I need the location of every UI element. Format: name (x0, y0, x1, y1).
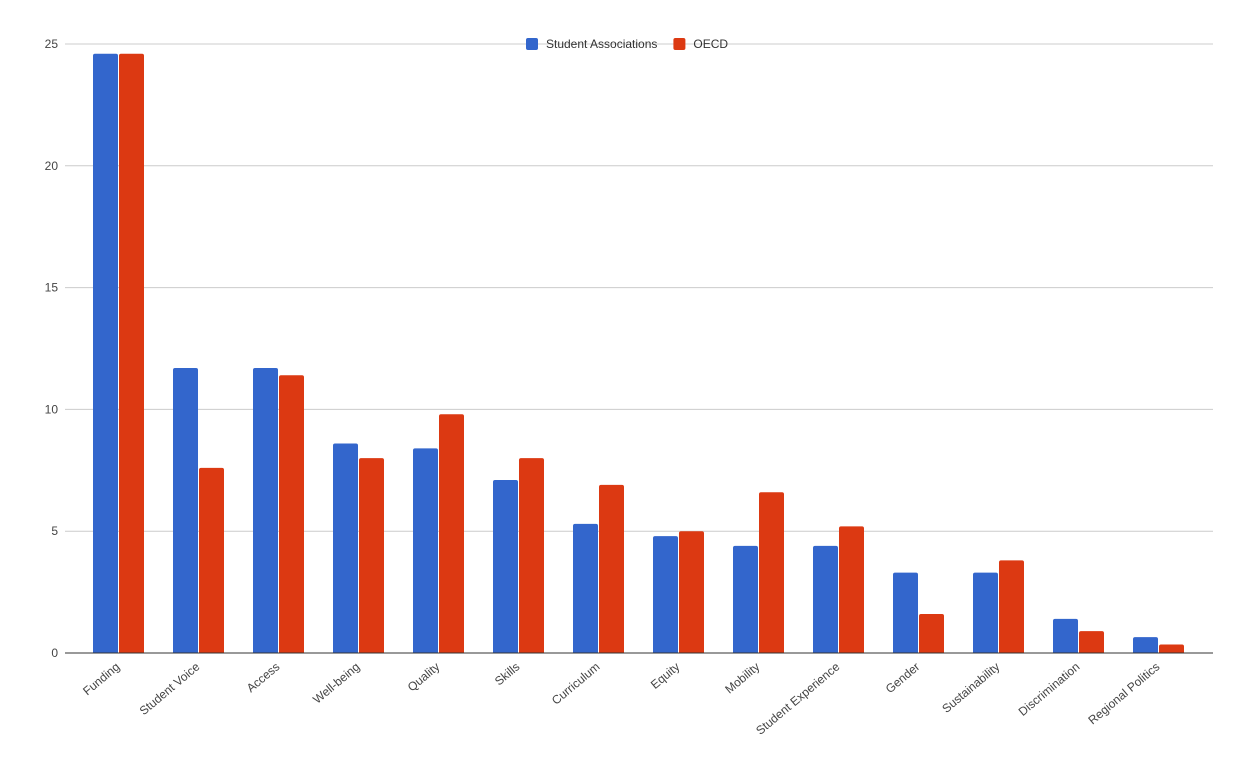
y-axis-ticks: 0 5 10 15 20 25 (45, 37, 59, 660)
y-tick-label: 25 (45, 37, 59, 51)
y-tick-label: 15 (45, 281, 59, 295)
x-tick-label: Discrimination (1016, 660, 1083, 719)
x-tick-label: Student Voice (137, 659, 203, 718)
bar (93, 53, 118, 653)
bar (653, 536, 678, 653)
x-tick-label: Mobility (722, 660, 762, 697)
bar (973, 572, 998, 653)
bar (1053, 618, 1078, 653)
bar (893, 572, 918, 653)
bar (919, 614, 944, 653)
bar (599, 484, 624, 653)
bar (733, 545, 758, 653)
bar (359, 458, 384, 653)
bar (1079, 631, 1104, 653)
bar (199, 467, 224, 653)
bar (813, 545, 838, 653)
x-tick-label: Student Experience (753, 659, 842, 737)
bar (439, 414, 464, 653)
legend-swatch (526, 38, 538, 50)
bar (1133, 637, 1158, 653)
bar (493, 480, 518, 653)
bar (253, 367, 278, 653)
x-tick-label: Gender (883, 660, 923, 696)
bars (93, 53, 1184, 653)
gridlines (65, 43, 1213, 532)
bar (1159, 644, 1184, 653)
x-tick-label: Funding (80, 660, 122, 699)
bar (173, 367, 198, 653)
x-axis-ticks: Funding Student Voice Access Well-being Qual… (80, 659, 1162, 737)
legend-label: Student Associations (546, 37, 657, 51)
bar (839, 526, 864, 653)
bar (999, 560, 1024, 653)
x-tick-label: Access (244, 660, 283, 696)
bar (119, 53, 144, 653)
x-tick-label: Equity (648, 660, 683, 692)
bar (279, 375, 304, 653)
bar (759, 492, 784, 653)
x-tick-label: Well-being (310, 660, 362, 707)
bar (413, 448, 438, 653)
y-tick-label: 10 (45, 402, 59, 416)
x-tick-label: Skills (492, 660, 522, 689)
bar (679, 531, 704, 653)
x-tick-label: Quality (405, 660, 443, 695)
x-tick-label: Curriculum (549, 660, 602, 708)
bar (333, 443, 358, 653)
x-tick-label: Sustainability (939, 660, 1002, 716)
y-tick-label: 0 (51, 646, 58, 660)
bar (573, 523, 598, 653)
legend-swatch (673, 38, 686, 50)
x-tick-label: Regional Politics (1085, 660, 1162, 728)
bar (519, 458, 544, 653)
legend-label: OECD (693, 37, 728, 51)
y-tick-label: 20 (45, 159, 59, 173)
legend: Student Associations OECD (526, 37, 728, 51)
y-tick-label: 5 (51, 524, 58, 538)
